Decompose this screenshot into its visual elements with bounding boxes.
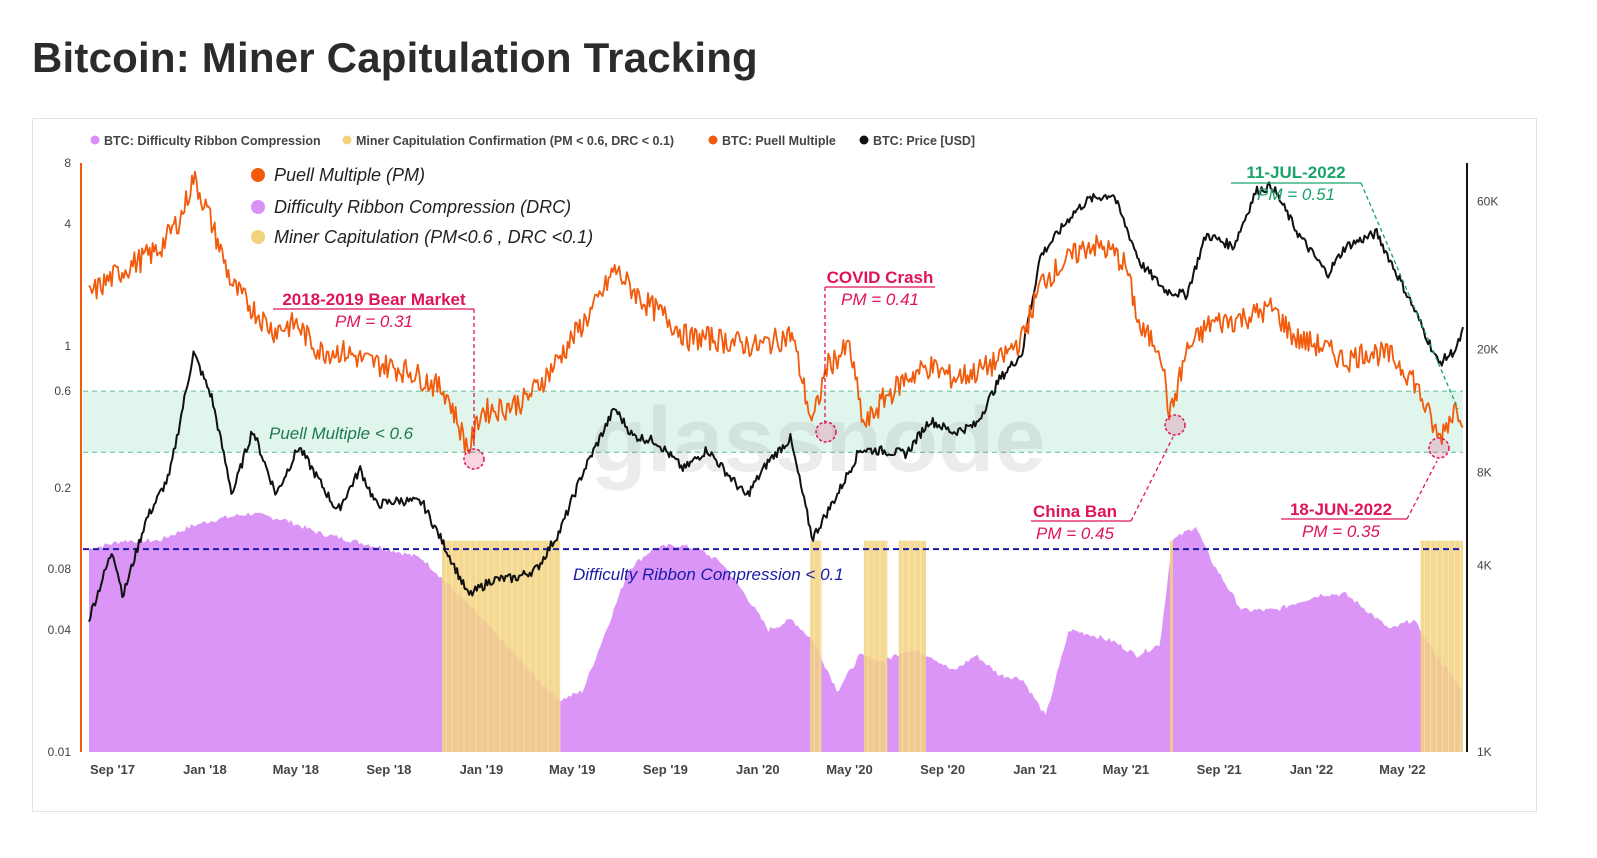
capitulation-bar bbox=[863, 540, 888, 752]
puell-band bbox=[83, 391, 1463, 453]
price-line bbox=[88, 181, 1464, 623]
legend-dot-puell bbox=[708, 135, 718, 145]
y-left-tick-label: 1 bbox=[64, 339, 71, 353]
y-left-tick-label: 0.08 bbox=[48, 562, 72, 576]
x-tick-label: Sep '18 bbox=[366, 762, 411, 777]
annotation-july-title: 11-JUL-2022 bbox=[1246, 163, 1345, 182]
x-tick-label: May '22 bbox=[1379, 762, 1425, 777]
annotation-covid-sub: PM = 0.41 bbox=[841, 290, 919, 309]
annotation-bear-sub: PM = 0.31 bbox=[335, 312, 413, 331]
price-line-layer bbox=[88, 181, 1464, 623]
drc-area-layer bbox=[89, 512, 1463, 752]
annotation-leader bbox=[1130, 436, 1174, 522]
legend-dot-price bbox=[859, 135, 869, 145]
x-tick-label: Jan '19 bbox=[460, 762, 504, 777]
y-left-tick-label: 0.04 bbox=[48, 623, 72, 637]
annotation-china-title: China Ban bbox=[1033, 502, 1117, 521]
drc-area bbox=[89, 512, 1463, 752]
legend-item-capitulation[interactable]: Miner Capitulation Confirmation (PM < 0.… bbox=[342, 134, 675, 148]
x-tick-label: Sep '17 bbox=[90, 762, 135, 777]
y-right-tick-label: 8K bbox=[1477, 466, 1492, 480]
annotation-july-sub: PM = 0.51 bbox=[1257, 185, 1335, 204]
chart-svg: BTC: Difficulty Ribbon Compression Miner… bbox=[48, 134, 1499, 777]
overlay-legend: Puell Multiple (PM) Difficulty Ribbon Co… bbox=[251, 165, 593, 247]
annotation-leader bbox=[1360, 182, 1459, 410]
capitulation-bar bbox=[810, 540, 822, 752]
x-tick-label: Sep '20 bbox=[920, 762, 965, 777]
x-tick-label: May '19 bbox=[549, 762, 595, 777]
annotation-marker bbox=[463, 448, 485, 470]
annotation-marker bbox=[1164, 414, 1186, 436]
legend-label-price: BTC: Price [USD] bbox=[873, 134, 975, 148]
annotation-june-sub: PM = 0.35 bbox=[1302, 522, 1381, 541]
y-left-tick-label: 0.2 bbox=[54, 481, 71, 495]
annotation-june-title: 18-JUN-2022 bbox=[1290, 500, 1392, 519]
legend-item-drc[interactable]: BTC: Difficulty Ribbon Compression bbox=[90, 134, 321, 148]
annotation-covid-title: COVID Crash bbox=[827, 268, 934, 287]
x-tick-label: Jan '20 bbox=[736, 762, 780, 777]
y-right-tick-label: 4K bbox=[1477, 559, 1492, 573]
axes-layer: 8 4 1 0.6 0.2 0.08 0.04 0.01 60K 20K 8K 4K 1K Sep '17… bbox=[48, 156, 1499, 777]
annotation-marker bbox=[1428, 437, 1450, 459]
watermark: glassnode bbox=[590, 389, 1045, 491]
drc-threshold-label: Difficulty Ribbon Compression < 0.1 bbox=[573, 565, 844, 584]
puell-band-layer bbox=[83, 390, 1463, 453]
x-tick-label: May '21 bbox=[1103, 762, 1149, 777]
x-tick-label: Jan '18 bbox=[183, 762, 227, 777]
overlay-dot-drc bbox=[251, 200, 265, 214]
y-left-tick-label: 0.01 bbox=[48, 745, 72, 759]
legend-item-puell[interactable]: BTC: Puell Multiple bbox=[708, 134, 836, 148]
legend-item-price[interactable]: BTC: Price [USD] bbox=[859, 134, 976, 148]
y-left-tick-label: 4 bbox=[64, 217, 71, 231]
y-right-tick-label: 60K bbox=[1477, 195, 1498, 209]
capitulation-bar bbox=[1420, 540, 1463, 752]
legend-label-puell: BTC: Puell Multiple bbox=[722, 134, 836, 148]
annotation-bear-title: 2018-2019 Bear Market bbox=[282, 290, 466, 309]
puell-line-layer bbox=[88, 170, 1464, 454]
x-tick-label: May '18 bbox=[273, 762, 319, 777]
legend-label-capitulation: Miner Capitulation Confirmation (PM < 0.… bbox=[356, 134, 674, 148]
x-tick-label: Sep '21 bbox=[1197, 762, 1242, 777]
overlay-label-drc: Difficulty Ribbon Compression (DRC) bbox=[274, 197, 571, 217]
page-title: Bitcoin: Miner Capitulation Tracking bbox=[32, 34, 758, 81]
annotation-leader bbox=[1406, 460, 1438, 520]
overlay-dot-pm bbox=[251, 168, 265, 182]
band-label: Puell Multiple < 0.6 bbox=[269, 424, 414, 443]
y-right-tick-label: 20K bbox=[1477, 342, 1498, 356]
x-tick-label: May '20 bbox=[826, 762, 872, 777]
legend-dot-capitulation bbox=[342, 135, 352, 145]
y-right-tick-label: 1K bbox=[1477, 745, 1492, 759]
y-left-tick-label: 8 bbox=[64, 156, 71, 170]
chart-frame: BTC: Difficulty Ribbon Compression Miner… bbox=[32, 118, 1537, 812]
y-left-tick-label: 0.6 bbox=[54, 384, 71, 398]
capitulation-bar bbox=[1169, 540, 1173, 752]
overlay-dot-cap bbox=[251, 230, 265, 244]
legend-dot-drc bbox=[90, 135, 100, 145]
capitulation-bar bbox=[898, 540, 926, 752]
overlay-label-pm: Puell Multiple (PM) bbox=[274, 165, 425, 185]
annotations-layer bbox=[273, 182, 1459, 522]
x-tick-label: Sep '19 bbox=[643, 762, 688, 777]
x-tick-label: Jan '22 bbox=[1290, 762, 1334, 777]
puell-line bbox=[88, 170, 1464, 454]
watermark-layer: glassnode bbox=[590, 389, 1045, 491]
x-tick-label: Jan '21 bbox=[1013, 762, 1057, 777]
overlay-label-cap: Miner Capitulation (PM<0.6 , DRC <0.1) bbox=[274, 227, 593, 247]
annotation-marker bbox=[815, 421, 837, 443]
top-legend: BTC: Difficulty Ribbon Compression Miner… bbox=[90, 134, 976, 148]
legend-label-drc: BTC: Difficulty Ribbon Compression bbox=[104, 134, 321, 148]
annotation-china-sub: PM = 0.45 bbox=[1036, 524, 1115, 543]
capitulation-bars-layer bbox=[442, 540, 1463, 752]
